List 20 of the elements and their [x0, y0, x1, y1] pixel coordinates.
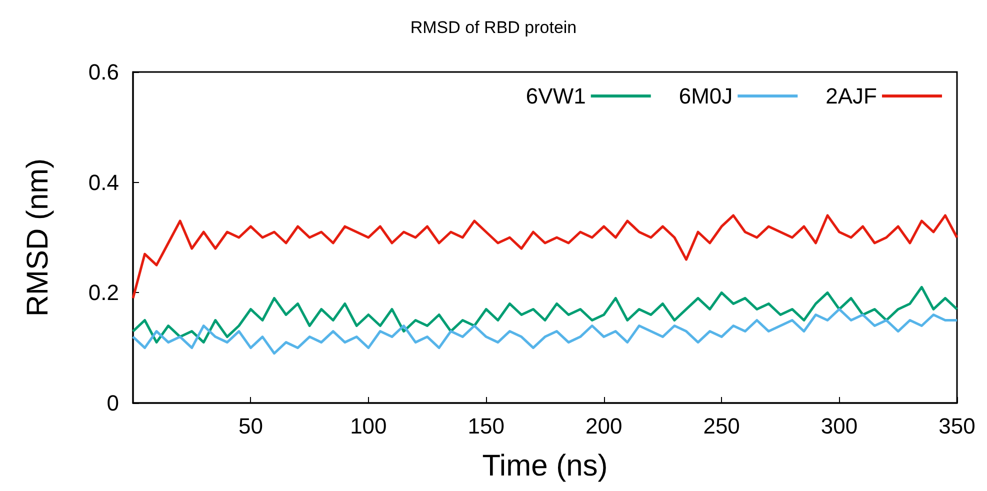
- x-tick-label: 150: [468, 414, 504, 438]
- x-tick-label: 300: [820, 414, 858, 438]
- x-tick-label: 250: [703, 414, 740, 438]
- y-tick-label: 0: [106, 390, 119, 416]
- chart-title: RMSD of RBD protein: [410, 18, 577, 37]
- y-tick-label: 0.4: [88, 170, 119, 195]
- y-axis-title: RMSD (nm): [22, 158, 54, 317]
- line-series: [132, 308, 958, 355]
- legend-label: 2AJF: [826, 84, 877, 108]
- legend-label: 6VW1: [526, 84, 586, 108]
- x-tick-label: 200: [586, 414, 622, 438]
- y-tick-label: 0.6: [88, 60, 119, 84]
- x-tick-label: 100: [350, 414, 387, 438]
- line-series: [132, 286, 958, 344]
- line-series: [132, 214, 958, 300]
- x-tick-label: 350: [938, 414, 976, 438]
- x-axis-title: Time (ns): [482, 450, 608, 482]
- y-tick-label: 0.2: [88, 280, 119, 306]
- legend-label: 6M0J: [678, 84, 733, 108]
- x-tick-label: 50: [238, 414, 263, 438]
